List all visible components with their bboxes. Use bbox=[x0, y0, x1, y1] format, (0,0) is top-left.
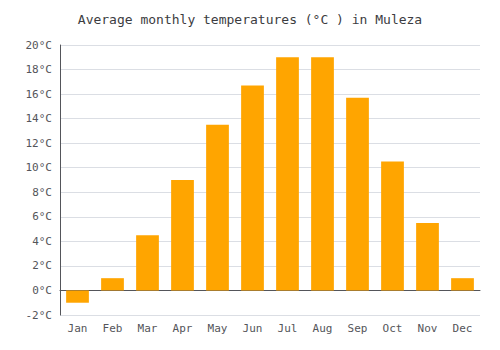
svg-text:2°C: 2°C bbox=[32, 259, 52, 272]
svg-text:Apr: Apr bbox=[173, 322, 193, 335]
svg-text:14°C: 14°C bbox=[26, 112, 53, 125]
svg-text:Sep: Sep bbox=[348, 322, 368, 335]
svg-text:8°C: 8°C bbox=[32, 186, 52, 199]
svg-text:Jun: Jun bbox=[243, 322, 263, 335]
svg-text:Average monthly temperatures (: Average monthly temperatures (°C ) in Mu… bbox=[78, 12, 422, 27]
svg-text:16°C: 16°C bbox=[26, 88, 53, 101]
svg-text:0°C: 0°C bbox=[32, 284, 52, 297]
svg-text:Dec: Dec bbox=[453, 322, 473, 335]
svg-text:Oct: Oct bbox=[383, 322, 403, 335]
svg-text:Mar: Mar bbox=[138, 322, 158, 335]
svg-text:Jan: Jan bbox=[68, 322, 88, 335]
svg-text:10°C: 10°C bbox=[26, 161, 53, 174]
svg-text:Feb: Feb bbox=[103, 322, 123, 335]
svg-text:4°C: 4°C bbox=[32, 235, 52, 248]
svg-text:Aug: Aug bbox=[313, 322, 333, 335]
svg-text:May: May bbox=[208, 322, 228, 335]
svg-text:12°C: 12°C bbox=[26, 137, 53, 150]
svg-text:6°C: 6°C bbox=[32, 210, 52, 223]
svg-text:20°C: 20°C bbox=[26, 39, 53, 52]
svg-text:-2°C: -2°C bbox=[26, 309, 53, 322]
svg-text:Nov: Nov bbox=[418, 322, 438, 335]
svg-text:18°C: 18°C bbox=[26, 63, 53, 76]
svg-text:Jul: Jul bbox=[278, 322, 298, 335]
